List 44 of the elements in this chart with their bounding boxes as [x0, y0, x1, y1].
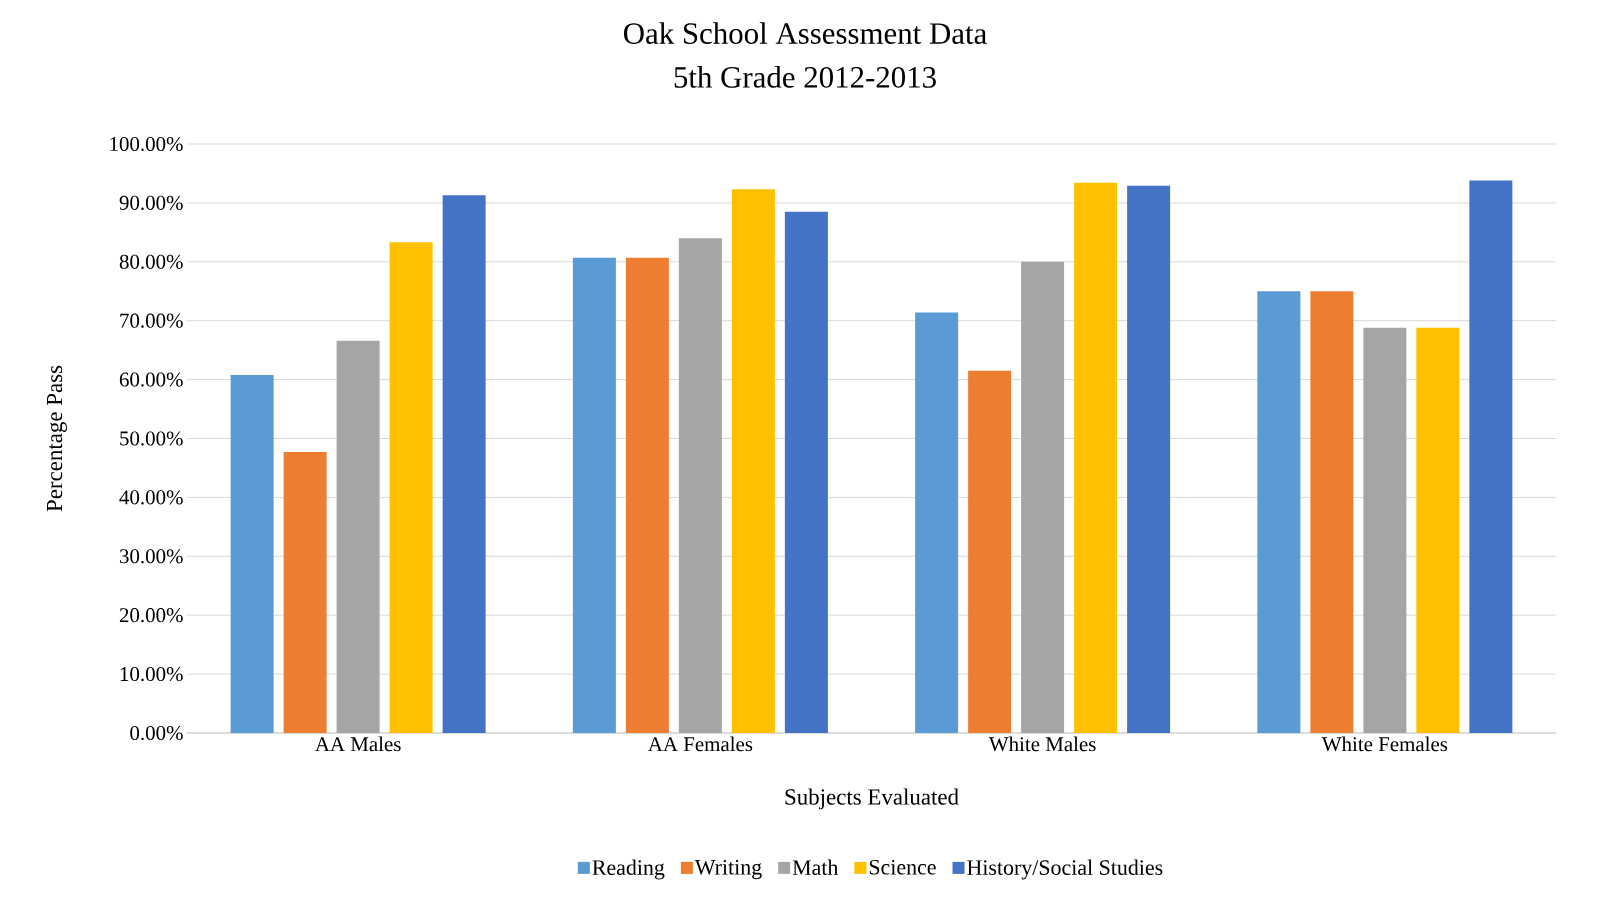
y-tick-label: 60.00% — [119, 372, 183, 387]
bar — [230, 374, 274, 733]
y-tick-label: 0.00% — [130, 725, 183, 741]
y-tick-label: 30.00% — [119, 549, 183, 564]
y-tick-label: 40.00% — [119, 490, 183, 505]
y-tick-label: 100.00% — [110, 136, 183, 152]
y-tick-label: 50.00% — [120, 431, 183, 446]
chart-title: Oak School Assessment Data — [624, 22, 987, 44]
legend-label: Reading — [592, 859, 665, 880]
bar — [1074, 182, 1118, 733]
y-tick-label: 20.00% — [119, 608, 183, 623]
y-tick-label: 70.00% — [120, 313, 183, 328]
bar — [1310, 291, 1354, 733]
x-axis-title: Subjects Evaluated — [785, 788, 959, 810]
chart-subtitle: 5th Grade 2012-2013 — [674, 66, 936, 88]
y-tick-label: 90.00% — [119, 195, 183, 210]
bar — [678, 238, 722, 733]
x-tick-label: White Females — [1321, 736, 1448, 752]
bar — [1257, 291, 1301, 733]
legend-label: History/Social Studies — [967, 859, 1163, 880]
bar — [1021, 261, 1065, 733]
bar — [442, 195, 486, 733]
bar — [1416, 327, 1460, 733]
bar — [1363, 327, 1407, 733]
legend-label: Math — [792, 859, 839, 875]
bar — [915, 312, 959, 733]
bar — [1127, 185, 1171, 733]
bar — [283, 452, 327, 733]
x-tick-label: White Males — [988, 736, 1096, 752]
bar — [625, 257, 669, 733]
bar — [389, 242, 433, 733]
y-tick-label: 10.00% — [120, 667, 183, 682]
x-tick-label: AA Males — [315, 736, 401, 752]
bar — [1469, 180, 1513, 733]
y-axis-title: Percentage Pass — [46, 365, 67, 512]
legend-label: Science — [869, 859, 936, 875]
bar — [731, 189, 775, 733]
legend-label: Writing — [694, 859, 762, 880]
bar — [336, 340, 380, 733]
y-tick-label: 80.00% — [119, 254, 183, 269]
bar — [572, 257, 616, 733]
x-tick-label: AA Females — [647, 736, 753, 752]
bar — [968, 370, 1012, 733]
bar — [784, 211, 828, 733]
